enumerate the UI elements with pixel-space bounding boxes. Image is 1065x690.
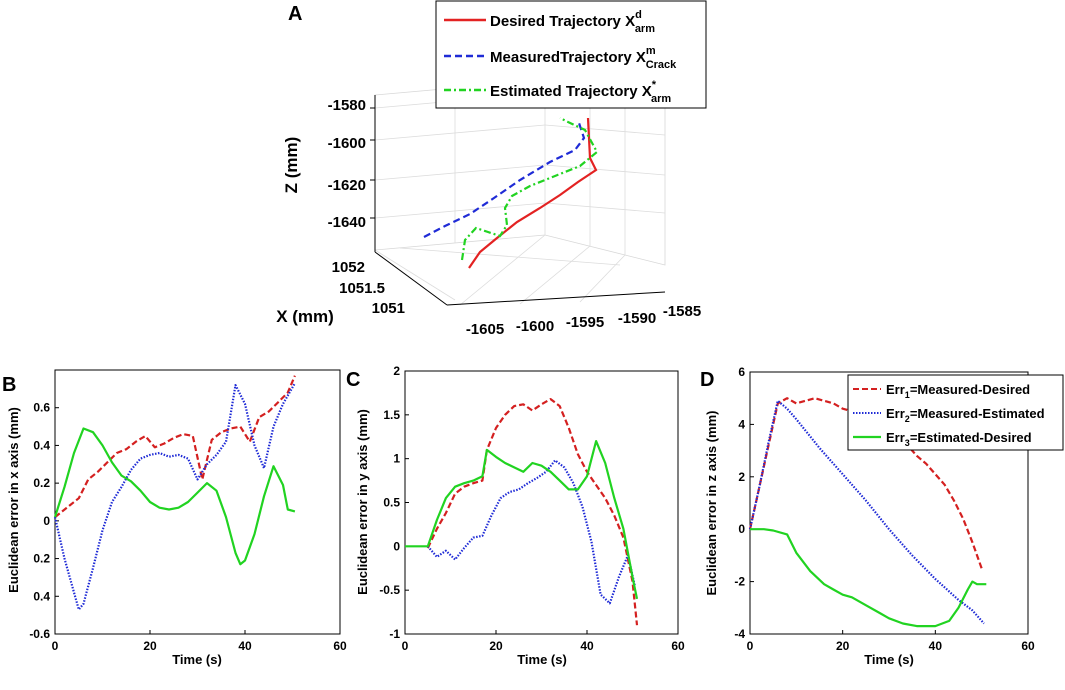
a-x-axis-label: X (mm): [276, 307, 334, 326]
b-plot-area: [54, 369, 341, 635]
d-y-tick-label: 0: [738, 522, 745, 536]
c-series-line-1: [426, 398, 639, 626]
a-estimated-trajectory-line: [460, 117, 599, 261]
b-y-tick-label: -0.6: [29, 627, 50, 641]
d-x-tick-label: 60: [1021, 639, 1035, 653]
c-y-tick-label: 0.5: [383, 496, 400, 510]
b-ticks: 0 20 40 60 -0.6 0.4 0.2 0 0.2 0.4 0.6: [29, 401, 347, 653]
b-x-axis-label: Time (s): [172, 652, 222, 667]
d-legend-box: [847, 374, 1064, 451]
c-series: [405, 398, 639, 626]
a-x-tick: 1051.5: [339, 280, 385, 297]
a-measured-trajectory-line: [423, 119, 586, 238]
panel-a-3d-plot: A: [276, 0, 707, 338]
panel-d-legend: Err1=Measured-Desired Err2=Measured-Esti…: [847, 374, 1064, 451]
panel-a-letter: A: [288, 3, 302, 25]
c-y-tick-label: -0.5: [379, 583, 400, 597]
a-z-tick: -1580: [328, 97, 366, 114]
b-x-tick-label: 0: [52, 639, 59, 653]
d-y-tick-label: 4: [738, 417, 745, 431]
b-y-tick-label: 0: [43, 514, 50, 528]
d-legend-label: Err3=Estimated-Desired: [886, 430, 1032, 448]
b-y-tick-label: 0.4: [33, 438, 50, 452]
c-y-tick-label: 1.5: [383, 408, 400, 422]
d-y-axis-label: Euclidean error in z axis (mm): [704, 411, 719, 596]
a-z-tick: -1640: [328, 214, 366, 231]
a-y-tick: -1585: [663, 303, 701, 320]
a-x-tick: 1052: [332, 259, 365, 276]
panel-a-axes: [370, 95, 666, 306]
c-x-tick-label: 20: [489, 639, 503, 653]
a-y-tick: -1595: [566, 314, 604, 331]
a-y-tick: -1605: [466, 321, 504, 338]
c-x-tick-label: 0: [402, 639, 409, 653]
a-y-tick: -1600: [516, 318, 554, 335]
a-x-tick: 1051: [372, 300, 405, 317]
b-series-line-2: [53, 382, 296, 611]
b-y-tick-label: 0.2: [33, 552, 50, 566]
panel-a-tick-labels: -1580 -1600 -1620 -1640 1052 1051.5 1051…: [328, 97, 702, 338]
b-series: [53, 375, 296, 611]
c-x-axis-label: Time (s): [517, 652, 567, 667]
d-series: [748, 397, 987, 628]
d-x-tick-label: 0: [747, 639, 754, 653]
a-z-axis-label: Z (mm): [282, 137, 301, 194]
b-x-tick-label: 20: [143, 639, 157, 653]
d-ticks: 0 20 40 60 -4 -2 0 2 4 6: [734, 365, 1035, 653]
b-series-line-3: [53, 427, 296, 566]
d-legend-label: Err1=Measured-Desired: [886, 382, 1030, 400]
a-y-tick: -1590: [618, 310, 656, 327]
b-x-tick-label: 60: [333, 639, 347, 653]
c-series-line-3: [405, 440, 639, 600]
d-legend-label: Err2=Measured-Estimated: [886, 406, 1045, 424]
d-series-line-1: [748, 397, 983, 569]
b-y-axis-label: Euclidean error in x axis (mm): [6, 407, 21, 593]
b-y-tick-label: 0.2: [33, 476, 50, 490]
panel-c-letter: C: [346, 369, 360, 391]
a-z-tick: -1620: [328, 177, 366, 194]
c-y-tick-label: -1: [389, 627, 400, 641]
c-y-axis-label: Euclidean error in y axis (mm): [355, 409, 370, 595]
panel-d-letter: D: [700, 369, 714, 391]
c-y-tick-label: 0: [393, 539, 400, 553]
c-x-tick-label: 60: [671, 639, 685, 653]
d-y-tick-label: 6: [738, 365, 745, 379]
panel-d-z-error-plot: D 0 20 40 60 -4 -2 0 2 4 6 Time (s) Euclidean err…: [700, 365, 1064, 667]
b-x-tick-label: 40: [238, 639, 252, 653]
panel-c-y-error-plot: C 0 20 40 60 -1 -0.5 0 0.5 1 1.5 2 Time (s) Euclid…: [346, 364, 685, 667]
a-legend-label: MeasuredTrajectory Xm Crack: [490, 45, 677, 71]
d-y-tick-label: -2: [734, 575, 745, 589]
b-y-tick-label: 0.6: [33, 401, 50, 415]
d-y-tick-label: 2: [738, 470, 745, 484]
a-desired-trajectory-line: [468, 117, 598, 269]
c-y-tick-label: 2: [393, 364, 400, 378]
panel-a-grid: [374, 79, 666, 306]
a-legend-label: Estimated Trajectory X* arm: [490, 79, 671, 105]
a-legend-label: Desired Trajectory Xd arm: [490, 9, 655, 35]
c-ticks: 0 20 40 60 -1 -0.5 0 0.5 1 1.5 2: [379, 364, 685, 653]
panel-b-x-error-plot: B 0 20 40 60 -0.6 0.4 0.2 0 0.2 0.4 0.6 Time (s) E…: [2, 369, 347, 667]
a-z-tick: -1600: [328, 135, 366, 152]
c-y-tick-label: 1: [393, 452, 400, 466]
b-y-tick-label: 0.4: [33, 589, 50, 603]
c-x-tick-label: 40: [580, 639, 594, 653]
panel-b-letter: B: [2, 374, 16, 396]
d-series-line-2: [748, 399, 985, 625]
b-series-line-1: [54, 375, 296, 518]
d-series-line-3: [750, 528, 987, 628]
d-x-axis-label: Time (s): [864, 652, 914, 667]
panel-a-legend: Desired Trajectory Xd arm MeasuredTraject…: [435, 0, 707, 109]
c-series-line-2: [426, 459, 636, 605]
d-x-tick-label: 20: [836, 639, 850, 653]
d-x-tick-label: 40: [929, 639, 943, 653]
d-y-tick-label: -4: [734, 627, 745, 641]
